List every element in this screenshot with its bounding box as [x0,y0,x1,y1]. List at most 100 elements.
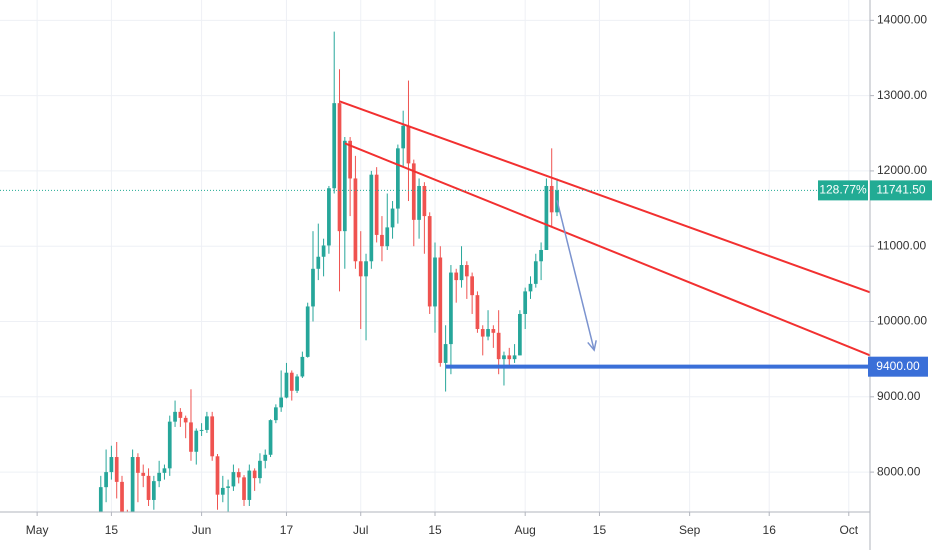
y-tick-label: 12000.00 [877,163,927,177]
y-tick-label: 10000.00 [877,314,927,328]
candle-body [438,257,443,363]
candle-body [321,245,326,257]
candle-body [544,185,549,250]
candle-body [486,329,490,337]
candle-body [284,372,289,398]
candle-body [247,470,252,500]
x-tick-label: 15 [105,523,119,537]
candle-body [353,178,358,262]
candle-body [342,140,347,232]
level-label-box [868,356,928,377]
candle-body [199,429,204,431]
candle-body [104,472,108,488]
candle-body [327,188,331,246]
candle-body [151,481,156,500]
candle-body [263,454,268,461]
trend-line [339,100,870,294]
candle-body [231,472,236,487]
candle-body [258,460,262,479]
candle-body [305,306,310,357]
x-tick-label: 17 [280,523,294,537]
candle-body [385,227,390,247]
candle-body [464,265,469,277]
candle-body [120,481,124,512]
candle-body [252,470,257,479]
change-label-box [818,180,868,201]
candle-body [136,457,140,473]
candle-body [332,103,337,189]
candle-body [268,420,273,455]
last-price-box [870,180,932,201]
candle-body [496,332,501,360]
candle-body [390,208,395,228]
candle-body [146,475,151,500]
candle-body [380,234,384,247]
x-tick-label: Jul [353,523,368,537]
candle-body [210,416,215,457]
candle-body [422,185,427,217]
plot-area [0,31,870,512]
x-tick-label: Oct [839,523,858,537]
candle-body [141,472,146,476]
candle-body [374,174,379,235]
candle-body [364,261,368,277]
last-price-label: 11741.50 [876,183,925,197]
candle-body [401,125,406,149]
arrow-head [587,340,597,352]
candle-body [528,283,533,292]
trend-line [344,142,870,357]
candle-body [98,487,103,512]
candle-body [311,268,315,307]
candle-body [417,185,421,220]
candle-body [295,376,299,391]
candle-body [226,486,230,488]
candle-body [300,356,305,377]
level-label: 9400.00 [876,359,920,373]
candle-body [189,422,193,452]
axes: May 15 Jun 17 Jul 15 Aug 15 Sep 16 Oct 8000.00 9000.… [26,13,932,537]
arrow [556,200,595,351]
candle-body [273,407,278,421]
candle-body [236,472,241,478]
change-label: 128.77% [819,183,867,197]
candle-body [454,272,459,281]
x-tick-label: Sep [679,523,701,537]
candle-body [178,411,183,418]
candle-body [183,417,188,423]
candle-body [512,355,517,360]
y-tick-label: 9000.00 [877,389,921,403]
y-tick-label: 14000.00 [877,13,927,27]
candle-body [220,487,225,495]
candle-body [358,261,363,277]
candle-body [539,249,543,262]
candle-body [316,256,321,269]
candle-body [205,416,209,430]
candle-body [449,272,453,345]
candle-body [173,411,177,422]
candle-body [167,421,172,469]
y-tick-label: 11000.00 [877,238,926,252]
candle-body [480,329,485,337]
x-tick-label: 16 [763,523,777,537]
candle-body [114,457,119,482]
candle-body [130,457,135,512]
candle-body [491,329,496,333]
candle-body [396,148,400,209]
x-tick-label: May [26,523,49,537]
candle-body [433,257,437,307]
x-tick-label: 15 [428,523,442,537]
candle-body [459,265,464,281]
candle-body [549,185,554,213]
x-tick-label: 15 [593,523,607,537]
candle-body [507,355,512,360]
x-tick-label: Aug [515,523,536,537]
candle-body [523,291,528,314]
candle-body [502,355,506,360]
candle-body [443,344,448,363]
x-tick-label: Jun [192,523,211,537]
y-tick-label: 13000.00 [877,88,927,102]
candle-body [533,261,538,284]
candle-body [279,397,284,408]
candle-body [194,430,199,452]
